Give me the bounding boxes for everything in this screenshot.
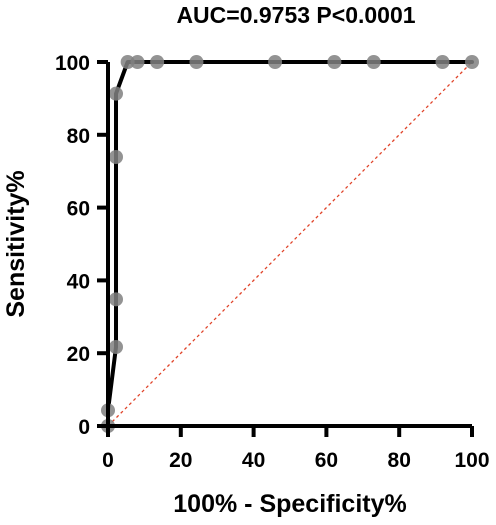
data-point-4 xyxy=(109,150,124,165)
x-tick-label-3: 60 xyxy=(315,449,338,472)
data-point-8 xyxy=(150,55,165,69)
y-tick-label-2: 40 xyxy=(67,270,90,293)
chart-title: AUC=0.9753 P<0.0001 xyxy=(176,2,415,28)
data-point-3 xyxy=(109,292,124,307)
data-point-2 xyxy=(109,340,124,355)
axes: 0 20 40 60 80 100 0 20 40 60 80 100 xyxy=(55,52,490,472)
reference-diagonal-line xyxy=(107,61,473,427)
data-point-11 xyxy=(327,55,342,69)
x-tick-label-4: 80 xyxy=(388,449,411,472)
data-point-12 xyxy=(366,55,381,69)
y-tick-label-3: 60 xyxy=(67,198,90,221)
x-axis-label: 100% - Specificity% xyxy=(173,490,406,518)
data-point-7 xyxy=(130,55,145,69)
data-point-14 xyxy=(465,55,479,69)
data-point-13 xyxy=(435,55,450,69)
y-axis-label: Sensitivity% xyxy=(2,170,30,317)
y-tick-label-5: 100 xyxy=(55,52,90,75)
data-point-10 xyxy=(268,55,283,69)
x-tick-label-0: 0 xyxy=(102,449,114,472)
x-tick-label-2: 40 xyxy=(242,449,265,472)
y-tick-label-0: 0 xyxy=(78,416,90,439)
x-tick-label-1: 20 xyxy=(169,449,192,472)
data-point-9 xyxy=(189,55,204,69)
y-tick-label-4: 80 xyxy=(67,125,90,148)
data-point-6 xyxy=(120,55,135,69)
plot-area xyxy=(101,55,479,433)
y-axis-ticks: 0 20 40 60 80 100 xyxy=(55,52,108,439)
x-axis-ticks: 0 20 40 60 80 100 xyxy=(102,426,490,472)
x-tick-label-5: 100 xyxy=(454,449,489,472)
data-point-5 xyxy=(109,86,124,101)
y-tick-label-1: 20 xyxy=(67,343,90,366)
data-points xyxy=(101,55,479,433)
